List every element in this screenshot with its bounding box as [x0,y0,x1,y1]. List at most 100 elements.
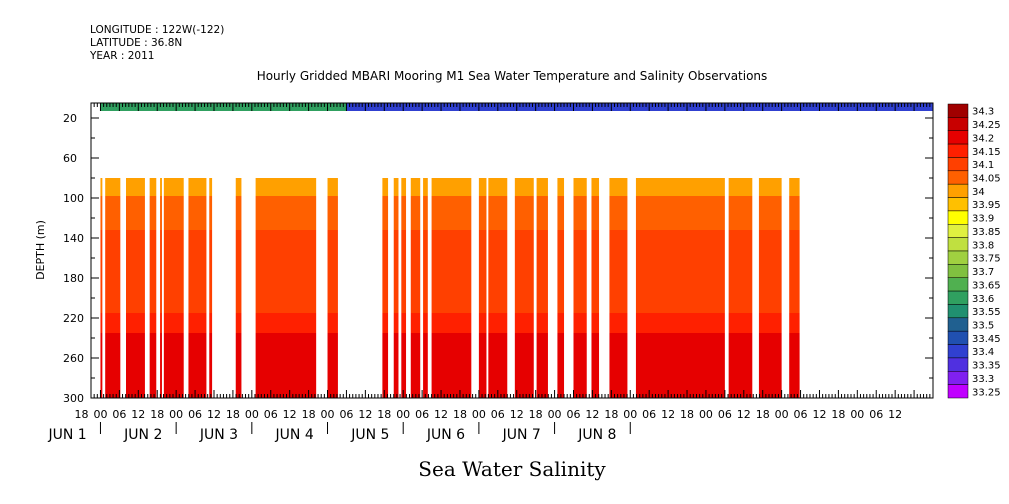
data-cell [209,178,213,196]
data-cell [255,333,317,398]
colorbar-label: 33.35 [972,361,1001,372]
data-cell [209,333,213,398]
data-cell [126,178,145,196]
data-cell [514,196,534,230]
data-cell [105,196,121,230]
x-hour-label: 00 [396,408,410,421]
y-tick-label: 180 [63,272,84,285]
data-cell [728,313,753,333]
colorbar-swatch [947,224,969,238]
data-cell [149,313,157,333]
colorbar-label: 33.4 [972,347,994,358]
x-hour-label: 06 [869,408,883,421]
data-cell [431,333,472,398]
colorbar-swatch [947,330,969,345]
x-day-label: JUN 5 [350,427,389,443]
data-cell [327,313,338,333]
colorbar-swatch [947,130,969,145]
x-hour-label: 12 [510,408,524,421]
data-cell [789,230,800,313]
data-cell [591,178,600,196]
x-hour-label: 00 [850,408,864,421]
data-cell [126,313,145,333]
x-hour-label: 06 [718,408,732,421]
y-axis-label: DEPTH (m) [34,220,47,280]
data-cell [410,230,421,313]
data-cell [536,230,548,313]
x-hour-label: 06 [794,408,808,421]
data-cell [488,196,508,230]
colorbar-label: 33.75 [972,254,1001,265]
x-hour-label: 00 [548,408,562,421]
data-cell [410,178,421,196]
x-hour-label: 12 [358,408,372,421]
data-cell [536,196,548,230]
data-cell [160,178,162,196]
data-cell [382,333,389,398]
data-cell [255,230,317,313]
data-cell [401,196,407,230]
data-cell [327,196,338,230]
data-cell [209,313,213,333]
data-cell [255,313,317,333]
data-cell [235,230,242,313]
data-cell [514,333,534,398]
data-cell [235,178,242,196]
y-tick-label: 300 [63,392,84,405]
year-label: YEAR : 2011 [90,50,155,62]
data-cell [591,333,600,398]
data-cell [423,333,428,398]
colorbar-label: 33.25 [972,387,1001,398]
colorbar-swatch [947,264,969,278]
data-cell [105,230,121,313]
plot-area [91,103,933,398]
data-cell [160,313,162,333]
x-hour-label: 00 [245,408,259,421]
data-cell [758,333,782,398]
data-cell [105,333,121,398]
data-cell [514,178,534,196]
data-cell [235,313,242,333]
colorbar-label: 34.15 [972,147,1001,158]
data-cell [573,313,587,333]
data-cell [488,230,508,313]
data-cell [160,196,162,230]
data-cell [591,313,600,333]
x-hour-label: 00 [699,408,713,421]
data-cell [163,196,184,230]
x-hour-label: 12 [283,408,297,421]
colorbar-label: 33.7 [972,267,994,278]
data-cell [393,178,399,196]
data-cell [557,178,565,196]
colorbar-label: 33.8 [972,240,994,251]
data-cell [188,178,207,196]
data-cell [126,333,145,398]
data-cell [105,178,121,196]
x-hour-label: 18 [756,408,770,421]
data-cell [591,196,600,230]
colorbar-swatch [947,277,969,292]
y-tick-label: 260 [63,352,84,365]
data-cell [789,178,800,196]
data-cell [478,333,487,398]
x-axis: 18 00 06 12 18 00 06 12 18 00 06 12 18 00 06 12 18 00 06 12… [47,103,934,443]
colorbar-swatch [947,143,969,158]
data-cell [100,313,103,333]
data-cell [635,333,725,398]
data-cell [327,230,338,313]
data-cell [514,230,534,313]
latitude-label: LATITUDE : 36.8N [90,37,183,49]
data-cell [149,333,157,398]
x-hour-label: 18 [529,408,543,421]
x-day-label: JUN 6 [426,427,465,443]
x-hour-label: 18 [831,408,845,421]
colorbar-swatch [947,197,969,212]
data-cell [488,313,508,333]
data-cell [327,178,338,196]
data-cell [401,313,407,333]
data-cell [100,196,103,230]
y-tick-label: 220 [63,312,84,325]
y-tick-label: 60 [63,152,77,165]
x-hour-label: 18 [453,408,467,421]
data-cell [401,178,407,196]
